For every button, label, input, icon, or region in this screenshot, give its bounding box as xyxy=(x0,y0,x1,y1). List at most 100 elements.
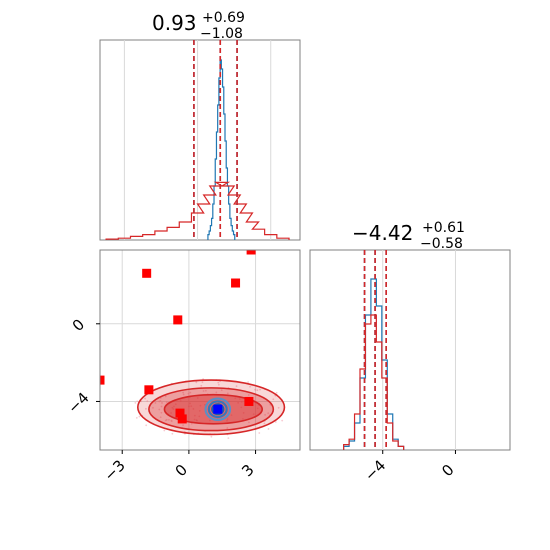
joint-markers xyxy=(100,250,256,424)
right-title-plus: +0.61 xyxy=(422,220,465,236)
top-title-plus: +0.69 xyxy=(202,10,245,26)
top-hist-series-0 xyxy=(207,59,236,240)
joint-sample-dot xyxy=(158,408,161,411)
joint-sample-dot xyxy=(226,427,229,429)
right-hist-series-1 xyxy=(343,314,405,450)
top-title-median: 0.93 xyxy=(152,11,197,35)
top-marginal-histograms xyxy=(105,59,290,240)
right-marginal-x-ticks: −4 0 xyxy=(361,450,458,485)
right-marginal-frame xyxy=(309,249,511,451)
joint-sample-dot xyxy=(189,391,192,394)
joint-sample-dot xyxy=(220,389,223,392)
joint-sample-dot xyxy=(146,400,149,403)
joint-sample-dot xyxy=(204,389,207,392)
joint-sample-dot xyxy=(144,397,146,400)
joint-sample-dot xyxy=(252,413,255,416)
joint-sample-dot xyxy=(134,401,137,404)
joint-marker-red xyxy=(246,250,256,255)
joint-sample-dot xyxy=(173,405,175,408)
joint-y-tick-label: −4 xyxy=(64,389,92,417)
joint-y-tick-label: 0 xyxy=(69,316,88,335)
joint-sample-dot xyxy=(267,412,270,415)
joint-sample-dot xyxy=(168,418,170,421)
joint-sample-dot xyxy=(247,394,250,396)
right-hist-series-0 xyxy=(343,278,405,450)
joint-sample-dot xyxy=(272,398,275,401)
joint-marker-red xyxy=(175,408,185,418)
joint-sample-dot xyxy=(199,404,202,407)
joint-sample-dot xyxy=(190,405,193,407)
joint-contour-1-1 xyxy=(207,400,228,419)
top-marginal-quantile-lines xyxy=(193,40,238,240)
joint-sample-dot xyxy=(256,407,259,410)
joint-x-tick-label: 3 xyxy=(238,461,257,480)
joint-marker-red xyxy=(100,375,105,385)
joint-sample-dot xyxy=(242,412,245,414)
joint-sample-dot xyxy=(259,388,261,391)
joint-sample-dot xyxy=(154,402,157,404)
joint-frame xyxy=(99,249,301,451)
joint-sample-dot xyxy=(238,398,241,400)
joint-sample-dot xyxy=(227,437,230,440)
joint-marker-red xyxy=(177,414,187,424)
right-x-tick-label: 0 xyxy=(438,461,457,480)
joint-sample-dot xyxy=(274,421,277,423)
joint-sample-dot xyxy=(182,393,185,396)
joint-sample-dot xyxy=(198,409,201,412)
top-marginal-grid xyxy=(123,40,272,240)
joint-sample-dot xyxy=(171,406,174,409)
joint-sample-dot xyxy=(226,419,228,422)
right-x-tick-label: −4 xyxy=(361,456,389,484)
joint-sample-dot xyxy=(165,401,168,404)
joint-sample-dot xyxy=(172,408,175,410)
joint-sample-dot xyxy=(159,400,162,402)
right-title-median: −4.42 xyxy=(352,221,413,245)
joint-sample-dot xyxy=(226,392,229,395)
joint-contour-0-0 xyxy=(136,379,286,436)
joint-sample-dot xyxy=(249,385,251,388)
joint-sample-dot xyxy=(135,416,138,419)
joint-sample-dot xyxy=(247,381,250,384)
joint-sample-dot xyxy=(190,422,193,425)
joint-sample-dot xyxy=(258,432,261,434)
joint-panel: −3 0 3 0 −4 xyxy=(64,249,301,485)
joint-sample-dot xyxy=(136,400,139,403)
joint-sample-dot xyxy=(198,415,201,418)
joint-sample-dot xyxy=(138,415,141,418)
joint-sample-dot xyxy=(277,406,280,409)
right-marginal-quantile-lines xyxy=(363,250,387,450)
joint-sample-dot xyxy=(217,381,220,384)
joint-sample-dot xyxy=(281,419,284,422)
top-title-minus: −1.08 xyxy=(200,26,243,42)
joint-sample-dot xyxy=(160,411,163,414)
joint-sample-dot xyxy=(182,391,184,394)
joint-contour-1-2 xyxy=(211,403,225,416)
joint-sample-dot xyxy=(189,402,191,405)
joint-sample-dot xyxy=(161,402,163,404)
joint-sample-dot xyxy=(240,400,243,403)
joint-sample-dot xyxy=(174,403,177,406)
joint-sample-dot xyxy=(248,421,250,424)
joint-x-ticks: −3 0 3 xyxy=(101,450,258,485)
joint-sample-dot xyxy=(264,413,267,416)
joint-sample-dot xyxy=(230,414,233,417)
joint-sample-dot xyxy=(145,424,148,427)
joint-sample-dot xyxy=(267,428,270,430)
joint-y-ticks: 0 −4 xyxy=(64,316,100,417)
right-title-minus: −0.58 xyxy=(420,236,463,252)
joint-sample-dot xyxy=(193,414,196,417)
joint-contours xyxy=(134,378,286,440)
joint-sample-dot xyxy=(242,418,244,420)
joint-sample-dot xyxy=(254,389,257,391)
joint-x-tick-label: 0 xyxy=(172,461,191,480)
joint-marker-red xyxy=(244,396,254,406)
right-marginal-panel: −4.42 +0.61 −0.58 −4 0 xyxy=(309,220,511,485)
joint-sample-dot xyxy=(240,406,243,409)
joint-sample-dot xyxy=(235,385,238,388)
joint-sample-dot xyxy=(145,407,147,410)
joint-sample-dot xyxy=(164,419,167,422)
joint-marker-red xyxy=(231,278,241,288)
joint-sample-dot xyxy=(163,429,166,432)
joint-sample-dot xyxy=(187,392,190,395)
